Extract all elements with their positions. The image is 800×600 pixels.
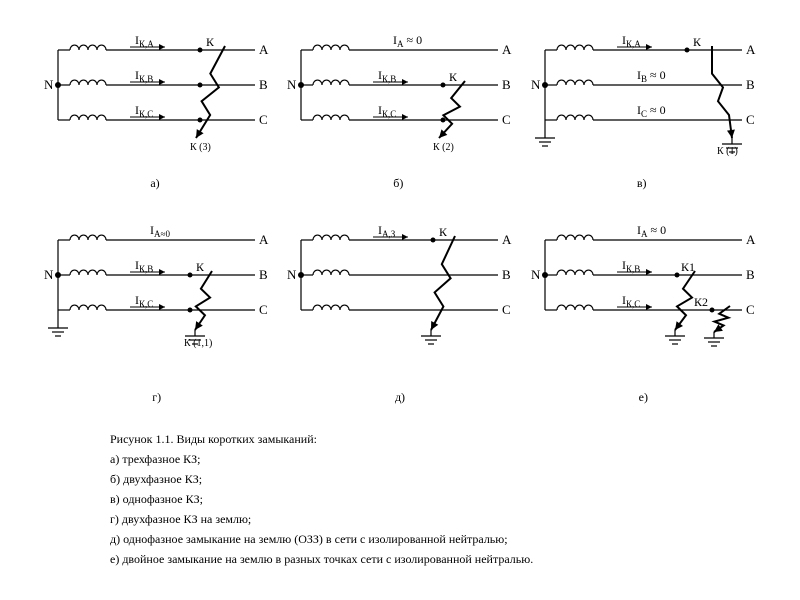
caption-item-2: в) однофазное КЗ; (110, 490, 750, 508)
caption-item-3: г) двухфазное КЗ на землю; (110, 510, 750, 528)
svg-text:N: N (44, 77, 54, 92)
svg-text:C: C (746, 302, 755, 317)
svg-text:N: N (44, 267, 54, 282)
diagram-cell-d: NAIА,ЗBCК (283, 220, 513, 350)
diagram-cell-g: NAIА≈0BIК,ВCIК,СКК (1,1) (40, 220, 270, 350)
svg-text:B: B (502, 77, 511, 92)
svg-text:N: N (287, 77, 297, 92)
diagram-cell-v: NAIК,АBIВ ≈ 0CIС ≈ 0КК (1)в) (527, 30, 757, 160)
svg-text:К: К (449, 70, 458, 84)
diagram-cell-a: NAIК,АBIК,ВCIК,СКК (3)а) (40, 30, 270, 160)
svg-text:К (2): К (2) (433, 142, 454, 153)
svg-text:IА ≈ 0: IА ≈ 0 (393, 33, 422, 49)
sublabel-b: б) (283, 176, 513, 191)
svg-text:IВ ≈ 0: IВ ≈ 0 (637, 68, 666, 84)
svg-text:A: A (259, 42, 269, 57)
svg-text:К (3): К (3) (190, 142, 211, 153)
sublabel-e: е) (527, 390, 760, 405)
caption-title: Рисунок 1.1. Виды коротких замыканий: (110, 430, 750, 448)
sublabel-d: д) (283, 390, 516, 405)
svg-text:К (1,1): К (1,1) (184, 338, 212, 349)
sublabel-g: г) (40, 390, 273, 405)
svg-text:C: C (502, 112, 511, 127)
caption-item-1: б) двухфазное КЗ; (110, 470, 750, 488)
diagram-cell-e: NAIА ≈ 0BIК,ВCIК,СК1К2 (527, 220, 757, 350)
svg-text:B: B (259, 77, 268, 92)
svg-text:К: К (206, 35, 215, 49)
svg-text:B: B (502, 267, 511, 282)
circuit-a: NAIК,АBIК,ВCIК,СКК (3) (40, 30, 270, 180)
caption-item-0: а) трехфазное КЗ; (110, 450, 750, 468)
sublabel-a: а) (40, 176, 270, 191)
svg-text:B: B (259, 267, 268, 282)
svg-text:N: N (531, 267, 541, 282)
svg-text:C: C (746, 112, 755, 127)
svg-text:A: A (746, 232, 756, 247)
svg-text:C: C (502, 302, 511, 317)
svg-text:C: C (259, 112, 268, 127)
sublabel-v: в) (527, 176, 757, 191)
svg-text:К: К (439, 225, 448, 239)
circuit-v: NAIК,АBIВ ≈ 0CIС ≈ 0КК (1) (527, 30, 757, 180)
diagram-cell-b: NAIА ≈ 0BIК,ВCIК,СКК (2)б) (283, 30, 513, 160)
svg-text:К: К (196, 260, 205, 274)
svg-text:К: К (693, 35, 702, 49)
svg-text:B: B (746, 77, 755, 92)
svg-text:A: A (259, 232, 269, 247)
svg-text:К (1): К (1) (717, 146, 738, 157)
svg-text:N: N (531, 77, 541, 92)
circuit-e: NAIА ≈ 0BIК,ВCIК,СК1К2 (527, 220, 757, 370)
svg-text:C: C (259, 302, 268, 317)
circuit-b: NAIА ≈ 0BIК,ВCIК,СКК (2) (283, 30, 513, 180)
sublabel-row: г) д) е) (40, 390, 760, 405)
svg-text:B: B (746, 267, 755, 282)
figure-caption: Рисунок 1.1. Виды коротких замыканий: а) … (110, 430, 750, 570)
page: NAIК,АBIК,ВCIК,СКК (3)а)NAIА ≈ 0BIК,ВCIК… (0, 0, 800, 600)
circuit-d: NAIА,ЗBCК (283, 220, 513, 370)
svg-text:IС ≈ 0: IС ≈ 0 (637, 103, 666, 119)
svg-text:A: A (502, 232, 512, 247)
circuit-g: NAIА≈0BIК,ВCIК,СКК (1,1) (40, 220, 270, 370)
svg-text:A: A (502, 42, 512, 57)
caption-item-4: д) однофазное замыкание на землю (ОЗЗ) в… (110, 530, 750, 548)
caption-item-5: е) двойное замыкание на землю в разных т… (110, 550, 750, 568)
svg-text:К2: К2 (694, 295, 708, 309)
diagram-grid: NAIК,АBIК,ВCIК,СКК (3)а)NAIА ≈ 0BIК,ВCIК… (40, 30, 760, 350)
svg-text:IА≈0: IА≈0 (150, 223, 170, 239)
svg-text:IА ≈ 0: IА ≈ 0 (637, 223, 666, 239)
svg-text:A: A (746, 42, 756, 57)
svg-text:К1: К1 (681, 260, 695, 274)
svg-text:N: N (287, 267, 297, 282)
